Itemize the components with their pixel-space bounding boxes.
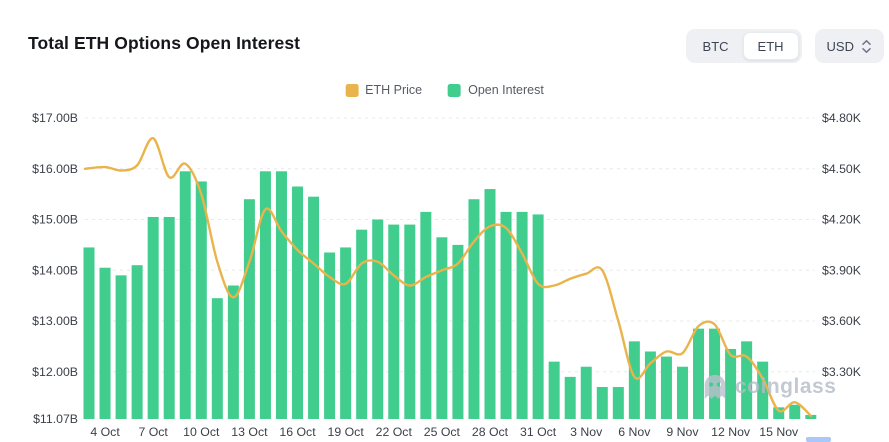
oi-bar[interactable] [163,216,175,419]
oi-bar[interactable] [644,351,656,419]
oi-bar[interactable] [532,214,544,419]
y-axis-label-right: $4.50K [822,162,862,176]
y-axis-label-right: $3.30K [822,365,862,379]
y-axis-label-right: $3.60K [822,314,862,328]
oi-bar[interactable] [468,199,480,419]
updown-chevron-icon [861,39,872,54]
y-axis-label-left: $16.00B [32,162,78,176]
oi-bar[interactable] [195,181,207,419]
x-axis-label: 7 Oct [138,425,168,439]
oi-bar[interactable] [211,298,223,419]
x-axis-label: 3 Nov [570,425,603,439]
y-axis-label-right: $4.80K [822,111,862,125]
oi-bar[interactable] [612,387,624,419]
page-title: Total ETH Options Open Interest [28,33,301,53]
oi-bar[interactable] [147,216,159,419]
oi-bar[interactable] [243,199,255,419]
oi-bar[interactable] [179,171,191,419]
x-axis-label: 28 Oct [472,425,509,439]
oi-bar[interactable] [436,237,448,419]
x-axis-label: 31 Oct [520,425,557,439]
asset-toggle: BTC ETH [685,29,802,63]
oi-bar[interactable] [580,366,592,419]
y-axis-label-left: $14.00B [32,263,78,277]
oi-bar[interactable] [404,224,416,419]
oi-bar[interactable] [693,328,705,419]
x-axis-label: 9 Nov [666,425,699,439]
legend-item-eth-price[interactable]: ETH Price [345,83,422,97]
oi-bar[interactable] [596,387,608,419]
x-axis-label: 10 Oct [183,425,220,439]
eth-price-line [83,137,812,417]
y-axis-label-left: $12.00B [32,365,78,379]
oi-bar[interactable] [773,407,785,419]
oi-bar[interactable] [725,348,737,419]
oi-bar[interactable] [484,189,496,419]
open-interest-swatch [448,83,462,97]
oi-bar[interactable] [709,328,721,419]
oi-bar[interactable] [548,361,560,419]
x-axis-label: 12 Nov [711,425,751,439]
currency-value: USD [826,38,854,54]
x-axis-label: 22 Oct [376,425,413,439]
y-axis-label-left: $11.07B [33,412,78,426]
x-axis-label: 4 Oct [90,425,120,439]
oi-bar[interactable] [660,356,672,419]
oi-bar[interactable] [292,186,304,419]
y-axis-label-left: $15.00B [32,213,78,227]
y-axis-label-left: $13.00B [32,314,78,328]
zoom-slider-fragment[interactable] [806,437,831,442]
y-axis-label-left: $17.00B [32,111,78,125]
oi-bar[interactable] [259,171,271,419]
legend-label-eth-price: ETH Price [365,83,423,97]
oi-bar[interactable] [500,211,512,419]
chart-legend: ETH Price Open Interest [345,83,544,97]
y-axis-label-right: $4.20K [822,213,862,227]
oi-bar[interactable] [789,404,801,419]
oi-bar[interactable] [628,341,640,419]
legend-label-open-interest: Open Interest [468,83,544,97]
oi-bar[interactable] [516,211,528,419]
header-controls: BTC ETH USD [685,29,884,63]
eth-toggle-button[interactable]: ETH [742,32,799,60]
btc-toggle-button[interactable]: BTC [689,32,743,60]
oi-bar[interactable] [340,247,352,419]
oi-bar[interactable] [420,211,432,419]
oi-bar[interactable] [131,265,143,419]
x-axis-label: 15 Nov [759,425,799,439]
oi-bar[interactable] [388,224,400,419]
oi-bar[interactable] [564,376,576,419]
x-axis-label: 25 Oct [424,425,461,439]
oi-bar[interactable] [452,244,464,419]
oi-bar[interactable] [83,247,95,419]
oi-bar[interactable] [741,341,753,419]
x-axis-label: 13 Oct [231,425,268,439]
oi-bar[interactable] [227,285,239,419]
y-axis-label-right: $3.90K [822,263,862,277]
oi-bar[interactable] [275,171,287,419]
oi-bar[interactable] [372,219,384,419]
oi-bar[interactable] [676,366,688,419]
x-axis-label: 16 Oct [279,425,316,439]
oi-bar[interactable] [757,361,769,419]
oi-bar[interactable] [99,267,111,419]
oi-bar[interactable] [115,275,127,419]
oi-bar[interactable] [308,196,320,419]
x-axis-label: 6 Nov [618,425,651,439]
eth-price-swatch [345,83,359,97]
x-axis-label: 19 Oct [328,425,365,439]
currency-select[interactable]: USD [814,29,884,63]
oi-bar[interactable] [324,252,336,419]
legend-item-open-interest[interactable]: Open Interest [448,83,544,97]
oi-bar[interactable] [356,229,368,419]
